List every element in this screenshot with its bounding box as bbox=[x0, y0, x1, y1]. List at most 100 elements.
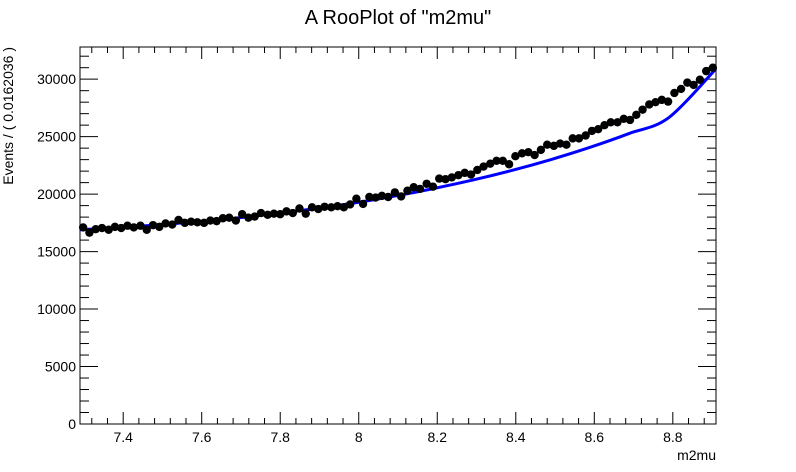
data-point bbox=[244, 213, 253, 222]
x-tick-label: 7.6 bbox=[192, 429, 212, 445]
data-point bbox=[504, 160, 514, 169]
y-axis: 0 5000 10000 15000 20000 25000 30000 bbox=[37, 55, 716, 432]
data-point bbox=[625, 115, 635, 125]
data-point bbox=[206, 216, 215, 225]
data-point bbox=[613, 118, 622, 127]
data-point bbox=[377, 191, 387, 201]
data-point bbox=[320, 202, 329, 211]
data-point bbox=[142, 225, 151, 234]
x-tick-label: 8.6 bbox=[585, 429, 605, 445]
data-point bbox=[536, 145, 546, 155]
x-tick-label: 8.8 bbox=[663, 429, 683, 445]
data-point bbox=[695, 75, 705, 84]
data-point bbox=[517, 149, 527, 158]
data-point bbox=[269, 209, 279, 218]
data-point bbox=[632, 110, 641, 120]
data-point bbox=[708, 63, 718, 72]
data-point bbox=[212, 216, 221, 226]
data-point bbox=[638, 105, 647, 114]
data-point bbox=[78, 223, 88, 232]
data-point bbox=[250, 212, 259, 221]
data-point bbox=[263, 210, 272, 220]
data-point bbox=[352, 194, 361, 203]
x-tick-label: 8 bbox=[355, 429, 363, 445]
data-point bbox=[606, 118, 615, 127]
data-point bbox=[422, 179, 431, 188]
data-point bbox=[85, 228, 94, 237]
data-point bbox=[663, 97, 673, 106]
data-point bbox=[129, 223, 138, 232]
data-point bbox=[104, 225, 113, 234]
data-point bbox=[568, 134, 577, 143]
data-point bbox=[524, 147, 533, 157]
data-point bbox=[670, 88, 679, 98]
data-point bbox=[594, 124, 603, 134]
data-point bbox=[345, 200, 355, 209]
data-point bbox=[276, 210, 285, 219]
data-point bbox=[466, 170, 476, 179]
data-point bbox=[511, 151, 520, 161]
data-point bbox=[301, 209, 310, 218]
data-point bbox=[530, 150, 539, 160]
chart-title: A RooPlot of "m2mu" bbox=[305, 7, 492, 29]
data-point bbox=[555, 139, 565, 148]
y-tick-label: 25000 bbox=[37, 129, 76, 145]
data-point bbox=[365, 192, 374, 202]
data-point bbox=[224, 213, 234, 222]
data-point bbox=[619, 114, 628, 124]
data-point bbox=[676, 84, 686, 94]
data-point bbox=[383, 192, 393, 202]
x-tick-label: 7.8 bbox=[270, 429, 290, 445]
data-point bbox=[333, 201, 342, 211]
data-point bbox=[581, 131, 590, 140]
x-axis-title: m2mu bbox=[677, 447, 716, 463]
data-point bbox=[295, 204, 304, 213]
data-point bbox=[136, 221, 145, 230]
data-point bbox=[186, 217, 196, 226]
x-axis: 7.4 7.6 7.8 8 8.2 8.4 8.6 8.8 bbox=[91, 47, 705, 445]
fit-curve-layer bbox=[79, 67, 718, 232]
data-point bbox=[97, 223, 107, 233]
plot-frame bbox=[79, 46, 717, 425]
data-point bbox=[256, 208, 266, 218]
data-point bbox=[403, 186, 412, 195]
data-point bbox=[91, 224, 100, 234]
y-tick-label: 20000 bbox=[37, 186, 76, 202]
fit-curve-line bbox=[79, 67, 718, 232]
data-point bbox=[562, 140, 571, 149]
data-points-layer bbox=[78, 63, 718, 237]
data-point bbox=[701, 66, 711, 76]
y-tick-label: 5000 bbox=[45, 359, 76, 375]
data-point bbox=[174, 215, 183, 225]
data-point bbox=[542, 140, 552, 149]
data-point bbox=[110, 222, 120, 232]
data-point bbox=[492, 156, 501, 165]
data-point bbox=[218, 214, 228, 223]
data-point bbox=[168, 220, 177, 229]
data-point bbox=[396, 192, 406, 201]
x-tick-label: 8.4 bbox=[506, 429, 526, 445]
data-point bbox=[486, 159, 495, 168]
data-point bbox=[155, 222, 164, 232]
data-point bbox=[435, 174, 444, 183]
data-point bbox=[473, 165, 482, 175]
data-point bbox=[447, 173, 456, 182]
data-point bbox=[327, 203, 336, 212]
data-point bbox=[339, 203, 349, 212]
data-point bbox=[689, 80, 698, 90]
data-point bbox=[479, 162, 488, 171]
x-tick-label: 8.2 bbox=[428, 429, 448, 445]
y-tick-label: 15000 bbox=[37, 244, 76, 260]
data-point bbox=[498, 156, 508, 165]
y-tick-label: 10000 bbox=[37, 301, 76, 317]
data-point bbox=[161, 219, 170, 228]
data-point bbox=[231, 216, 241, 225]
data-point bbox=[415, 184, 425, 194]
y-axis-title: Events / ( 0.0162036 ) bbox=[0, 47, 16, 185]
y-tick-label: 0 bbox=[68, 416, 76, 432]
y-tick-label: 30000 bbox=[37, 71, 76, 87]
data-point bbox=[574, 134, 584, 143]
data-point bbox=[193, 218, 202, 227]
data-point bbox=[428, 182, 438, 191]
